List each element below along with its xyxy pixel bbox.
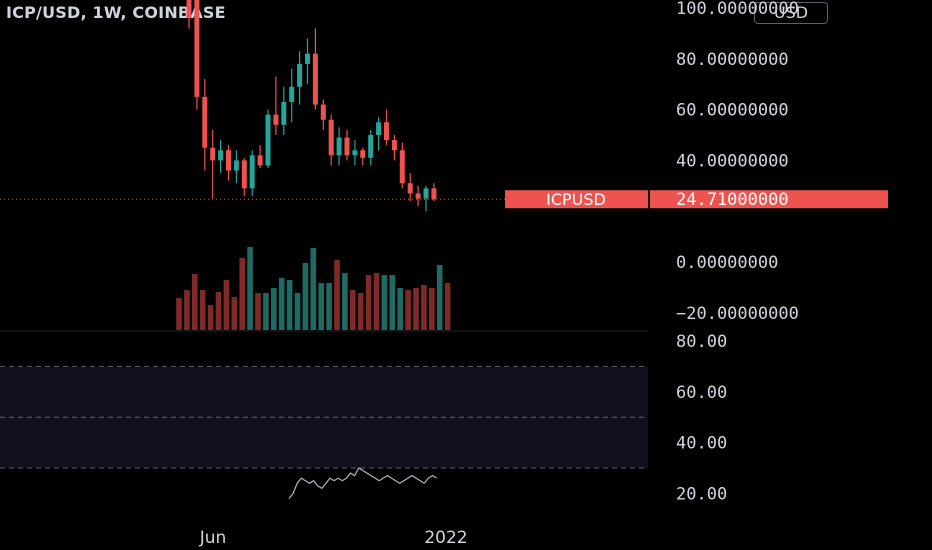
candle-body — [431, 188, 437, 200]
candle-body — [320, 104, 326, 120]
time-axis: Jun 2022 — [199, 528, 468, 548]
candle-body — [391, 140, 397, 151]
candles — [186, 0, 437, 212]
volume-bar — [342, 273, 348, 330]
volume-bar — [192, 274, 198, 330]
volume-bar — [215, 292, 222, 330]
volume-bar — [413, 288, 419, 330]
candle-body — [376, 122, 382, 135]
candle-body — [281, 101, 287, 125]
volume-bar — [184, 290, 190, 330]
price-tick-label: 0.00000000 — [676, 253, 778, 273]
candle-body — [202, 96, 208, 148]
symbol-tag-text: ICPUSD — [546, 190, 606, 209]
volume-bar — [263, 293, 269, 330]
candle-body — [399, 150, 405, 184]
volume-bar — [357, 293, 364, 330]
volume-bar — [176, 298, 182, 330]
rsi-line — [288, 467, 437, 499]
candle-body — [226, 150, 231, 171]
time-tick-label: Jun — [199, 528, 227, 548]
rsi-tick-label: 60.00 — [676, 383, 727, 403]
candle-body — [249, 155, 255, 189]
volume-bar — [207, 305, 214, 330]
volume-bar — [405, 290, 411, 330]
volume-bar — [271, 288, 277, 330]
volume-bar — [421, 285, 427, 330]
volume-bar — [278, 278, 285, 330]
volume-bar — [310, 248, 317, 330]
price-tag: ICPUSD 24.71000000 — [505, 190, 888, 210]
volume-bar — [199, 290, 206, 330]
candle-body — [194, 0, 200, 97]
rsi-tick-label: 80.00 — [676, 332, 727, 352]
rsi-tick-label: 40.00 — [676, 434, 727, 454]
candle-body — [360, 150, 366, 158]
rsi-tick-label: 20.00 — [676, 484, 727, 504]
candle-body — [273, 114, 279, 125]
price-tick-label: 100.00000000 — [676, 0, 799, 19]
volume-bar — [436, 265, 443, 330]
candle-body — [312, 53, 318, 105]
candle-body — [384, 122, 389, 141]
volume-bar — [365, 275, 372, 330]
volume-bar — [223, 280, 230, 330]
volume-bars — [176, 247, 451, 330]
candle-body — [257, 155, 263, 166]
symbol-tag-bg — [505, 190, 648, 209]
price-axis: 100.00000000 80.00000000 60.00000000 40.000… — [676, 0, 799, 324]
volume-bar — [294, 293, 301, 330]
candle-body — [241, 160, 247, 189]
volume-bar — [381, 275, 388, 330]
volume-bar — [444, 283, 451, 330]
volume-bar — [231, 297, 238, 330]
currency-button[interactable]: USD — [754, 2, 828, 24]
candle-body — [289, 86, 295, 102]
candle-body — [407, 183, 413, 194]
volume-bar — [389, 275, 396, 330]
symbol-title: ICP/USD, 1W, COINBASE — [6, 3, 226, 22]
volume-bar — [318, 283, 324, 330]
candle-body — [336, 137, 342, 156]
candle-body — [233, 160, 239, 171]
candle-body — [305, 53, 310, 64]
volume-bar — [247, 247, 253, 330]
time-tick-label: 2022 — [424, 528, 467, 548]
price-tick-label: −20.00000000 — [676, 304, 799, 324]
volume-bar — [302, 263, 309, 330]
price-tick-label: 80.00000000 — [676, 50, 789, 70]
volume-bar — [373, 273, 380, 330]
volume-bar — [334, 260, 340, 330]
candle-body — [328, 119, 334, 156]
volume-bar — [397, 288, 403, 330]
candle-body — [415, 193, 421, 199]
candle-body — [368, 135, 374, 158]
volume-bar — [326, 283, 332, 330]
price-tag-text: 24.71000000 — [676, 190, 789, 210]
candle-body — [186, 0, 192, 19]
candle-body — [210, 147, 216, 161]
price-tick-label: 40.00000000 — [676, 151, 789, 171]
candle-body — [297, 63, 303, 87]
volume-bar — [239, 258, 245, 330]
candle-body — [344, 137, 350, 156]
volume-bar — [286, 280, 293, 330]
price-tick-label: 60.00000000 — [676, 101, 789, 121]
candle-body — [265, 114, 271, 166]
rsi-pane — [0, 365, 648, 499]
candle-body — [218, 150, 224, 161]
volume-bar — [350, 290, 356, 330]
volume-bar — [429, 288, 435, 330]
candle-body — [423, 188, 429, 199]
volume-bar — [255, 293, 261, 330]
candle-body — [352, 150, 358, 156]
price-tag-bg — [650, 190, 888, 209]
rsi-axis: 80.00 60.00 40.00 20.00 — [676, 332, 727, 504]
